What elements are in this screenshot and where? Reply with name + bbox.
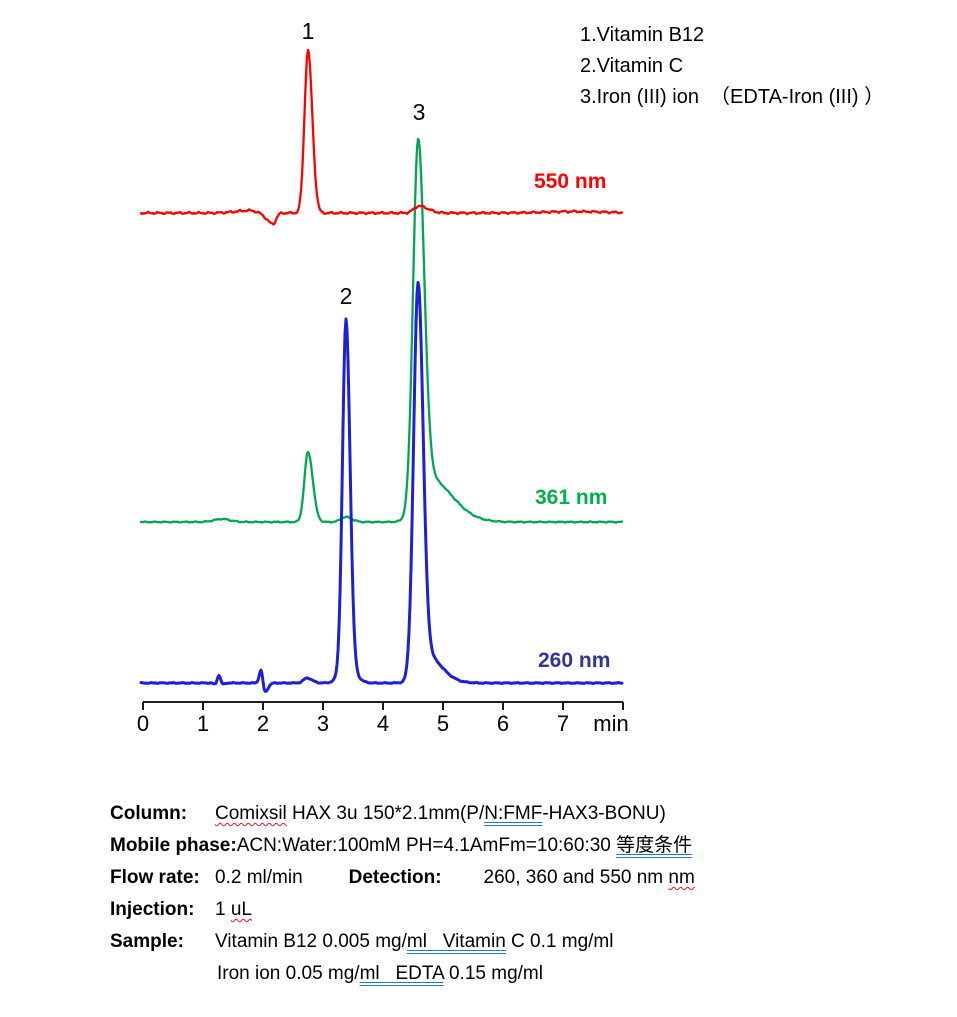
x-axis-tick-label-7: 7 bbox=[556, 711, 570, 736]
condition-row-mobile-phase: Mobile phase:ACN:Water:100mM PH=4.1AmFm=… bbox=[110, 830, 695, 862]
x-axis-tick-label-1: 1 bbox=[196, 711, 210, 736]
sample-vitc: C 0.1 mg/ml bbox=[505, 931, 614, 952]
mobile-phase-composition: ACN:Water:100mM PH=4.1AmFm=10:60:30 bbox=[236, 835, 617, 856]
legend-line-2: 2.Vitamin C bbox=[580, 55, 684, 77]
injection-value: 1 uL bbox=[215, 899, 252, 920]
legend-line-3: 3.Iron (III) ion （EDTA-Iron (III) ） bbox=[580, 86, 885, 108]
flow-rate-label: Flow rate: bbox=[110, 867, 200, 888]
trace-label-550nm: 550 nm bbox=[534, 170, 607, 193]
sample-ml-vitamin: ml Vitamin bbox=[406, 931, 506, 952]
mobile-phase-isocratic-note: 等度条件 bbox=[616, 835, 693, 856]
condition-row-injection: Injection: 1 uL bbox=[110, 894, 695, 926]
x-axis-tick-label-0: 0 bbox=[136, 711, 150, 736]
trace-550nm-line bbox=[139, 48, 624, 226]
sample-edta-conc: 0.15 mg/ml bbox=[443, 963, 543, 984]
trace-361nm-line bbox=[139, 137, 624, 524]
detection-label: Detection: bbox=[348, 867, 442, 888]
peak-annotation-3: 3 bbox=[412, 99, 426, 125]
injection-label: Injection: bbox=[110, 899, 195, 920]
x-axis-tick-label-5: 5 bbox=[436, 711, 450, 736]
x-axis-tick-label-6: 6 bbox=[496, 711, 510, 736]
sample-label: Sample: bbox=[110, 931, 184, 952]
condition-row-column: Column: Comixsil HAX 3u 150*2.1mm(P/N:FMF… bbox=[110, 798, 695, 830]
x-axis-tick-label-4: 4 bbox=[376, 711, 390, 736]
condition-row-flow-detection: Flow rate: 0.2 ml/min Detection: 260, 360 a… bbox=[110, 862, 695, 894]
sample-ml-edta: ml EDTA bbox=[359, 963, 444, 984]
x-axis bbox=[142, 701, 624, 710]
legend-line-1: 1.Vitamin B12 bbox=[580, 24, 705, 46]
detection-wavelengths: 260, 360 and 550 nm bbox=[483, 867, 669, 888]
conditions-block: Column: Comixsil HAX 3u 150*2.1mm(P/N:FMF… bbox=[110, 798, 695, 990]
condition-row-sample-1: Sample: Vitamin B12 0.005 mg/ml Vitamin C… bbox=[110, 926, 695, 958]
x-axis-tick-label-3: 3 bbox=[316, 711, 330, 736]
trace-260nm-line bbox=[139, 280, 624, 693]
peak-legend: 1.Vitamin B12 2.Vitamin C 3.Iron (III) ion… bbox=[580, 20, 884, 113]
chromatogram-plot bbox=[139, 48, 624, 710]
column-value-comixsil: Comixsil bbox=[215, 803, 287, 824]
injection-unit: uL bbox=[230, 899, 252, 920]
column-value-pn: N:FMF bbox=[484, 803, 543, 824]
detection-value: 260, 360 and 550 nm nm bbox=[484, 867, 695, 888]
mobile-phase-value: ACN:Water:100mM PH=4.1AmFm=10:60:30 等度条件 bbox=[237, 835, 692, 856]
sample-iron: Iron ion 0.05 mg/ bbox=[217, 963, 360, 984]
mobile-phase-label: Mobile phase: bbox=[110, 835, 237, 856]
x-axis-tick-label-2: 2 bbox=[256, 711, 270, 736]
peak-annotation-2: 2 bbox=[339, 283, 353, 309]
column-label: Column: bbox=[110, 803, 188, 824]
trace-label-361nm: 361 nm bbox=[535, 486, 608, 509]
peak-annotation-1: 1 bbox=[301, 18, 315, 44]
column-value-end: -HAX3-BONU) bbox=[542, 803, 666, 824]
detection-dup-nm: nm bbox=[668, 867, 695, 888]
x-axis-unit-label: min bbox=[593, 711, 629, 736]
column-value: Comixsil HAX 3u 150*2.1mm(P/N:FMF-HAX3-B… bbox=[215, 803, 666, 824]
flow-rate-value: 0.2 ml/min bbox=[215, 867, 303, 888]
sample-value-2: Iron ion 0.05 mg/ml EDTA 0.15 mg/ml bbox=[217, 963, 543, 984]
column-value-mid: HAX 3u 150*2.1mm(P/ bbox=[286, 803, 485, 824]
condition-row-sample-2: Iron ion 0.05 mg/ml EDTA 0.15 mg/ml bbox=[110, 958, 695, 990]
sample-b12: Vitamin B12 0.005 mg/ bbox=[215, 931, 407, 952]
sample-value-1: Vitamin B12 0.005 mg/ml Vitamin C 0.1 mg… bbox=[215, 931, 613, 952]
trace-label-260nm: 260 nm bbox=[538, 649, 611, 672]
injection-volume: 1 bbox=[215, 899, 231, 920]
